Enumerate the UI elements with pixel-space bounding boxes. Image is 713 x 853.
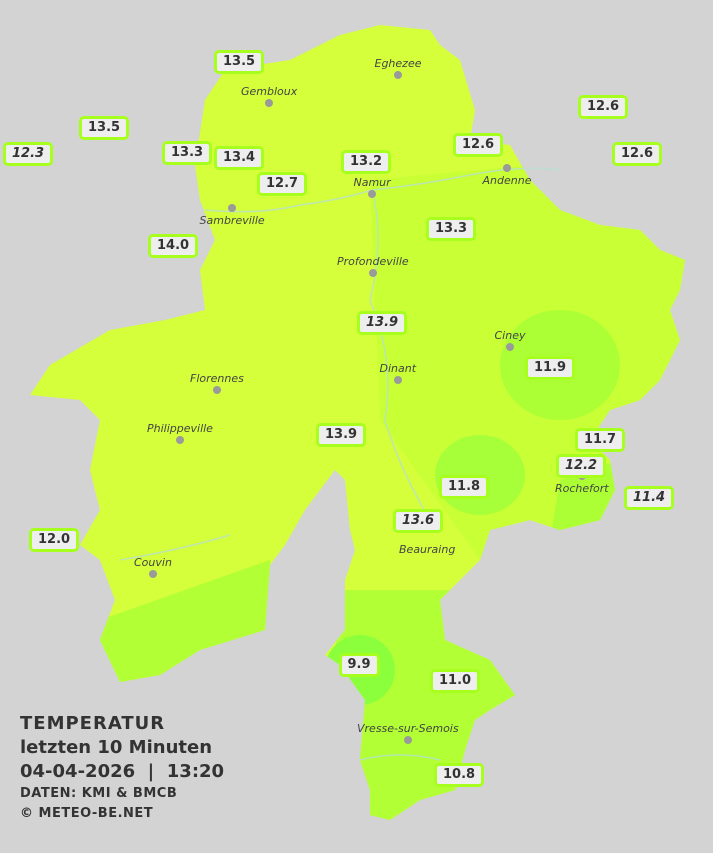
city-label: Andenne <box>482 174 532 187</box>
temperature-badge[interactable]: 14.0 <box>148 234 199 258</box>
city-label: Gembloux <box>241 85 298 98</box>
city-dot <box>503 164 511 172</box>
city-dot <box>369 269 377 277</box>
temperature-badge[interactable]: 11.0 <box>430 669 481 693</box>
city-label: Florennes <box>190 372 244 385</box>
temperature-badge[interactable]: 12.7 <box>257 171 308 196</box>
temperature-badge[interactable]: 11.8 <box>439 475 490 499</box>
zone-south-green <box>330 590 530 820</box>
city-dot <box>394 71 402 79</box>
temperature-badge[interactable]: 10.8 <box>434 763 485 787</box>
map-legend: TEMPERATUR letzten 10 Minuten 04-04-2026… <box>20 712 224 824</box>
temperature-badge[interactable]: 12.6 <box>453 133 504 157</box>
temperature-badge[interactable]: 9.9 <box>338 653 380 677</box>
city-label: Eghezee <box>374 57 422 70</box>
temperature-badge[interactable]: 11.4 <box>624 486 675 510</box>
legend-period: letzten 10 Minuten <box>20 737 213 758</box>
city-label: Namur <box>353 176 391 189</box>
legend-title: TEMPERATUR <box>20 713 166 734</box>
temperature-badge[interactable]: 11.9 <box>525 356 576 380</box>
city-label: Philippeville <box>147 422 213 435</box>
city-dot <box>228 204 236 212</box>
city-label: Dinant <box>379 362 417 375</box>
city-label: Couvin <box>134 556 172 569</box>
legend-copyright: © METEO-BE.NET <box>20 806 154 821</box>
city-label: Profondeville <box>337 255 409 268</box>
city-dot <box>213 386 221 394</box>
temperature-badge[interactable]: 13.9 <box>316 423 367 447</box>
temperature-badge[interactable]: 12.6 <box>612 142 663 166</box>
city-dot <box>506 343 514 351</box>
temperature-badge[interactable]: 13.6 <box>393 509 444 533</box>
city-label: Vresse-sur-Semois <box>357 722 459 735</box>
temperature-badge[interactable]: 12.6 <box>578 95 629 119</box>
city-dot <box>176 436 184 444</box>
rivers <box>119 167 561 761</box>
temperature-badge[interactable]: 13.4 <box>214 145 265 170</box>
city-dot <box>404 736 412 744</box>
city-dot <box>265 99 273 107</box>
legend-datetime: 04-04-2026 | 13:20 <box>20 761 225 782</box>
temperature-badge[interactable]: 13.9 <box>357 311 408 335</box>
city-label: Beauraing <box>399 543 456 556</box>
city-dot <box>394 376 402 384</box>
temperature-badge[interactable]: 12.3 <box>3 142 54 166</box>
city-label: Sambreville <box>199 214 265 227</box>
temperature-badge[interactable]: 13.2 <box>341 150 392 174</box>
city-label: Rochefort <box>555 482 609 495</box>
city-label: Ciney <box>494 329 526 342</box>
city-dot <box>368 190 376 198</box>
temperature-badge[interactable]: 13.3 <box>426 217 477 241</box>
city-dot <box>149 570 157 578</box>
temperature-badge[interactable]: 12.0 <box>29 528 80 552</box>
temperature-badge[interactable]: 13.3 <box>162 141 213 165</box>
temperature-badge[interactable]: 12.2 <box>556 454 607 478</box>
temperature-badge[interactable]: 11.7 <box>575 428 626 452</box>
temperature-badge[interactable]: 13.5 <box>79 116 130 140</box>
temperature-badge[interactable]: 13.5 <box>214 50 265 74</box>
legend-source: DATEN: KMI & BMCB <box>20 786 178 801</box>
